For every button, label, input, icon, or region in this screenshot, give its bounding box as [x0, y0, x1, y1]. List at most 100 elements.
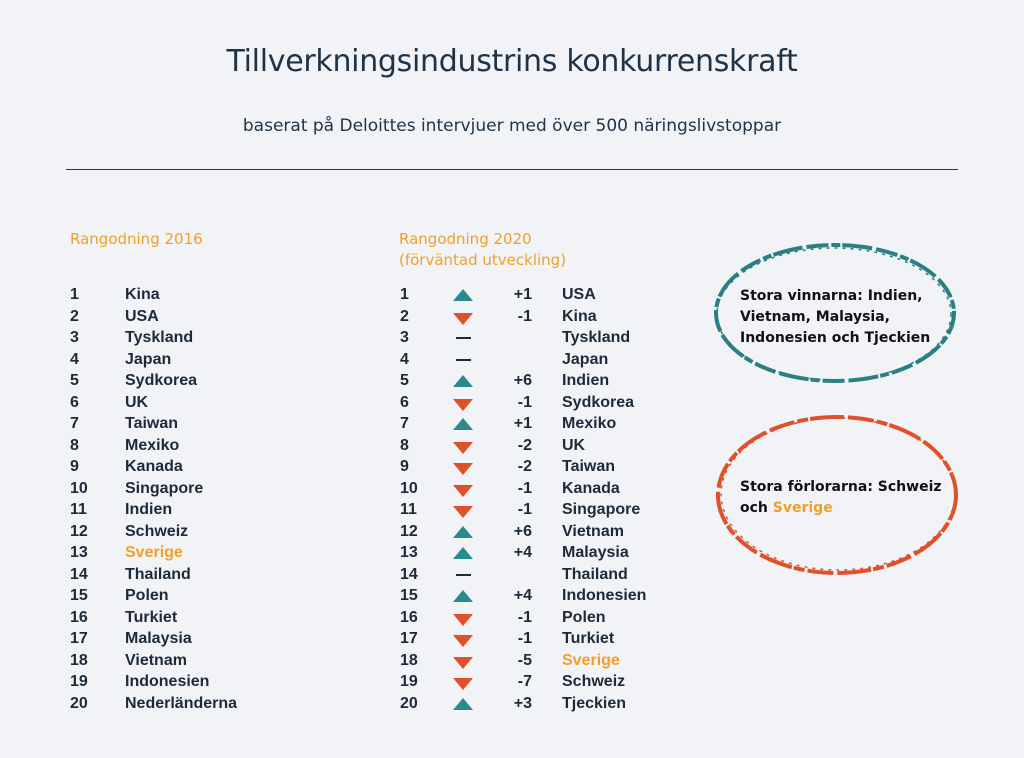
rank-number: 11	[400, 501, 417, 518]
country-name: Kanada	[562, 479, 620, 497]
rank-number: 9	[400, 458, 409, 475]
trend-marker	[453, 478, 475, 500]
ranking-row-2020: 5 +6 Indien	[400, 370, 700, 392]
rank-number: 1	[400, 286, 409, 303]
country-name: Tyskland	[125, 329, 194, 346]
country-name: Japan	[125, 350, 172, 368]
rank-change: -2	[517, 436, 532, 454]
rank-number: 17	[400, 630, 418, 647]
country-name: Thailand	[125, 565, 191, 583]
country-name: Vietnam	[125, 651, 187, 669]
country-name: Sydkorea	[562, 393, 635, 411]
rank-number: 5	[400, 372, 409, 389]
country-name: Singapore	[125, 479, 204, 497]
trend-marker	[453, 349, 475, 371]
country-name: USA	[562, 286, 596, 303]
losers-callout-text: Stora förlorarna: Schweiz och	[740, 479, 942, 516]
rank-number: 20	[70, 694, 88, 712]
ranking-row-2020: 9 -2 Taiwan	[400, 456, 700, 478]
country-name: Mexiko	[125, 436, 180, 454]
rank-number: 12	[400, 522, 418, 540]
trend-marker	[453, 650, 475, 672]
country-name: Indonesien	[125, 673, 210, 690]
country-name: Polen	[125, 587, 169, 604]
page-subtitle: baserat på Deloittes intervjuer med över…	[242, 116, 782, 136]
ranking-row-2016: 14 Thailand	[70, 564, 370, 586]
ranking-row-2016: 19 Indonesien	[70, 671, 370, 693]
ranking-row-2020: 1 +1 USA	[400, 284, 700, 306]
rank-change: +6	[513, 522, 532, 540]
country-name: Indien	[125, 501, 173, 518]
trend-marker	[453, 456, 475, 478]
country-name: Indien	[562, 372, 610, 389]
ranking-row-2020: 15 +4 Indonesien	[400, 585, 700, 607]
country-name: Malaysia	[125, 630, 192, 647]
rank-change: +4	[513, 544, 532, 561]
rank-number: 6	[400, 393, 409, 411]
rank-number: 13	[400, 544, 418, 561]
country-name: Schweiz	[562, 673, 626, 690]
rank-number: 5	[70, 372, 79, 389]
ranking-row-2020: 16 -1 Polen	[400, 607, 700, 629]
trend-marker	[453, 284, 475, 306]
unchanged-dash-icon	[456, 358, 471, 361]
rank-number: 18	[400, 651, 418, 669]
rank-number: 15	[400, 587, 418, 604]
arrow-down-icon	[453, 463, 473, 475]
rank-number: 8	[400, 436, 409, 454]
rank-change: -1	[517, 393, 532, 411]
trend-marker	[453, 499, 475, 521]
ranking-row-2020: 19 -7 Schweiz	[400, 671, 700, 693]
rank-number: 16	[400, 608, 418, 626]
ranking-row-2020: 4 Japan	[400, 349, 700, 371]
rank-number: 4	[400, 350, 409, 368]
rank-number: 2	[70, 307, 79, 325]
ranking-list-2016: 1 Kina 2 USA 3 Tyskland 4 Japan 5 Sydkorea 6 UK 7 Tai…	[70, 284, 370, 714]
ranking-row-2016: 17 Malaysia	[70, 628, 370, 650]
country-name: Turkiet	[125, 608, 178, 626]
rank-number: 3	[70, 329, 79, 346]
arrow-up-icon	[453, 289, 473, 301]
trend-marker	[453, 435, 475, 457]
column-heading-2020: Rangodning 2020 (förväntad utveckling)	[399, 229, 566, 271]
rank-number: 15	[70, 587, 88, 604]
ranking-row-2016: 8 Mexiko	[70, 435, 370, 457]
rank-number: 7	[70, 415, 79, 432]
ranking-list-2020: 1 +1 USA 2 -1 Kina 3 Tyskland 4 Japan 5 +6 Indien 6 -1…	[400, 284, 700, 714]
unchanged-dash-icon	[456, 573, 471, 576]
rank-change: -5	[517, 651, 532, 669]
country-name: Malaysia	[562, 544, 629, 561]
country-name: Thailand	[562, 565, 628, 583]
losers-callout-highlight: Sverige	[772, 500, 833, 516]
arrow-up-icon	[453, 375, 473, 387]
ranking-row-2016: 7 Taiwan	[70, 413, 370, 435]
rank-change: -2	[517, 458, 532, 475]
trend-marker	[453, 564, 475, 586]
country-name: Tyskland	[562, 329, 631, 346]
arrow-up-icon	[453, 697, 473, 710]
rank-number: 18	[70, 651, 88, 669]
trend-marker	[453, 585, 475, 607]
arrow-down-icon	[453, 656, 473, 669]
rank-change: +6	[513, 372, 532, 389]
ranking-row-2020: 8 -2 UK	[400, 435, 700, 457]
country-name: Taiwan	[125, 415, 179, 432]
arrow-down-icon	[453, 398, 473, 411]
winners-ellipse	[710, 238, 960, 388]
trend-marker	[453, 392, 475, 414]
country-name: Turkiet	[562, 630, 615, 647]
unchanged-dash-icon	[456, 337, 471, 339]
rank-number: 20	[400, 694, 418, 712]
trend-marker	[453, 693, 475, 715]
ranking-row-2020: 18 -5 Sverige	[400, 650, 700, 672]
page-title: Tillverkningsindustrins konkurrenskraft	[226, 44, 798, 79]
ranking-row-2020: 3 Tyskland	[400, 327, 700, 349]
losers-callout: Stora förlorarna: Schweiz och Sverige	[740, 477, 960, 519]
rank-number: 1	[70, 286, 79, 303]
rank-change: +1	[513, 286, 532, 303]
rank-change: -1	[517, 630, 532, 647]
rank-number: 10	[70, 479, 88, 497]
arrow-down-icon	[453, 484, 473, 497]
ranking-row-2016: 6 UK	[70, 392, 370, 414]
column-heading-2020-line2: (förväntad utveckling)	[399, 251, 567, 269]
